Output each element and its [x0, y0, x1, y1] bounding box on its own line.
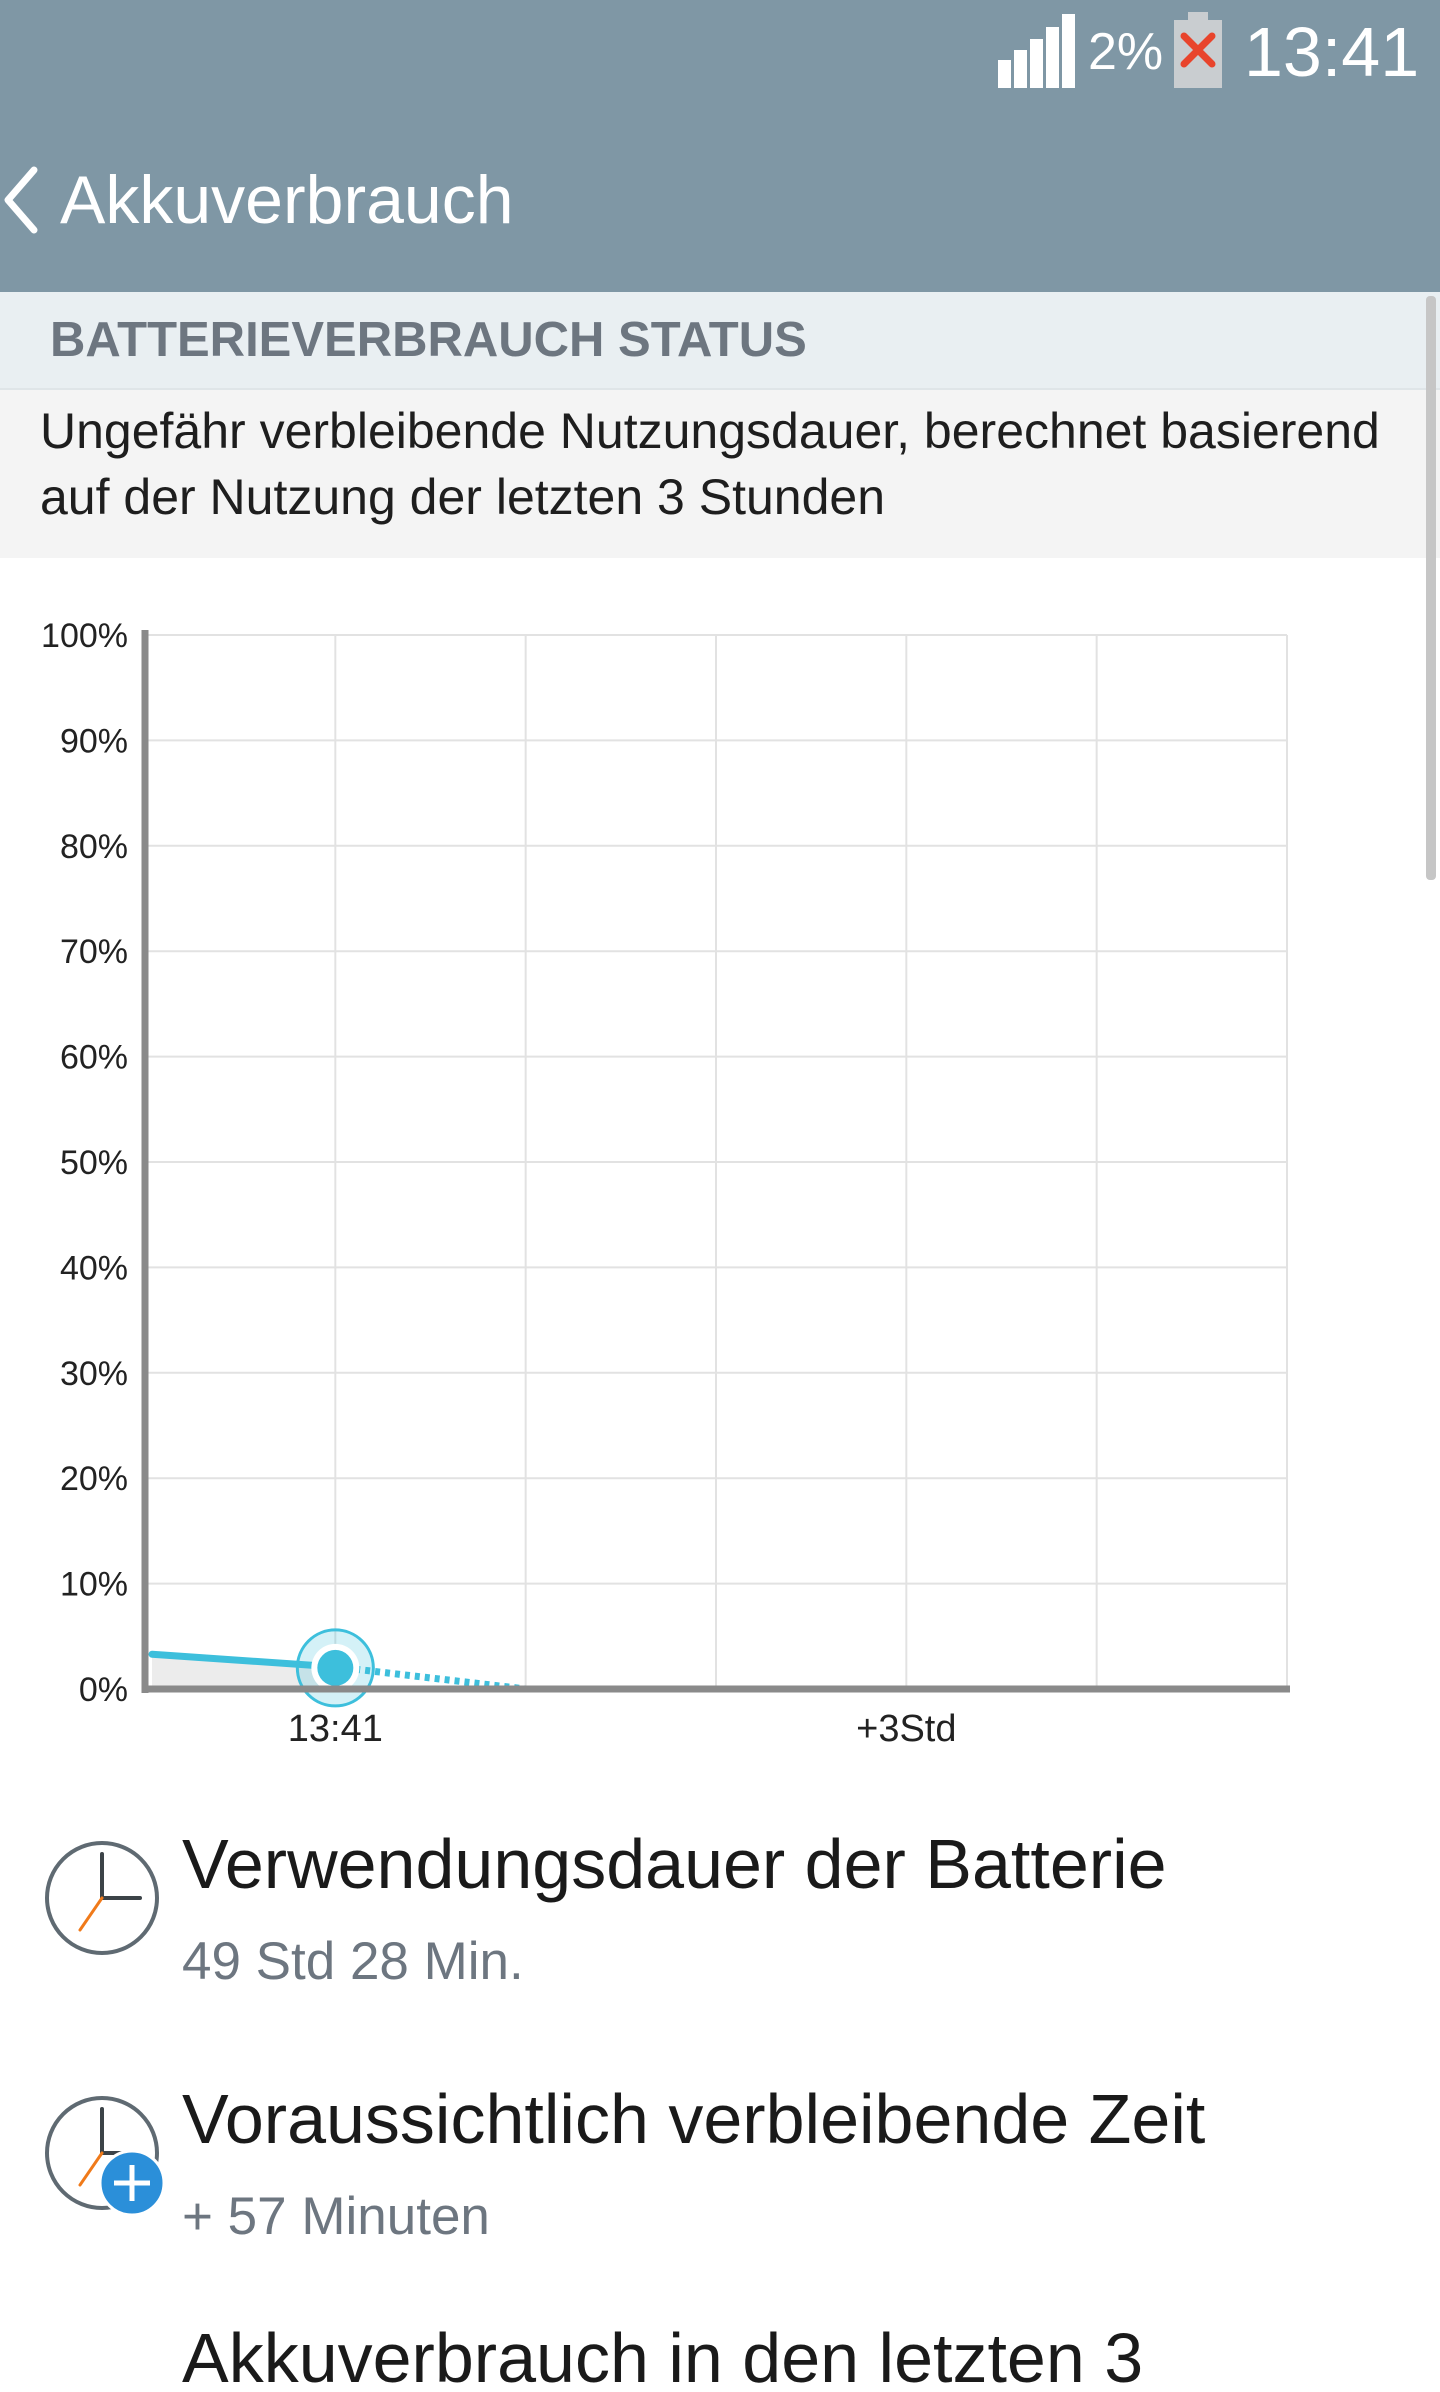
x-tick-label: +3Std [856, 1708, 956, 1750]
chevron-left-icon [4, 166, 38, 234]
y-tick-label: 30% [60, 1355, 128, 1393]
prediction-line [334, 1663, 527, 1693]
section-header: BATTERIEVERBRAUCH STATUS [0, 292, 1440, 390]
y-tick-label: 20% [60, 1460, 128, 1498]
scrollbar[interactable] [1426, 296, 1436, 880]
item-title: Akkuverbrauch in den letzten 3 [182, 2319, 1144, 2392]
header: 2% 13:41 Akkuverbrauch [0, 0, 1440, 292]
status-clock: 13:41 [1244, 13, 1420, 91]
list-item-usage-last-hours[interactable]: Akkuverbrauch in den letzten 3 [0, 2310, 1440, 2392]
history-line [148, 1650, 339, 1671]
y-tick-label: 50% [60, 1144, 128, 1182]
description-panel: Ungefähr verbleibende Nutzungsdauer, ber… [0, 390, 1440, 558]
battery-not-charging-icon [1174, 12, 1222, 88]
y-tick-label: 10% [60, 1566, 128, 1604]
screen-title: Akkuverbrauch [60, 162, 514, 238]
y-tick-label: 40% [60, 1249, 128, 1287]
status-bar: 2% 13:41 [0, 0, 1440, 104]
x-tick-label: 13:41 [288, 1708, 383, 1750]
description-text: Ungefähr verbleibende Nutzungsdauer, ber… [40, 403, 1380, 525]
item-value: + 57 Minuten [182, 2187, 490, 2246]
battery-percent: 2% [1088, 23, 1164, 81]
section-title: BATTERIEVERBRAUCH STATUS [50, 313, 807, 367]
back-button[interactable]: Akkuverbrauch [0, 140, 560, 260]
signal-bars-icon [998, 14, 1075, 88]
list-item-estimated-remaining-time[interactable]: Voraussichtlich verbleibende Zeit + 57 M… [0, 2055, 1440, 2275]
y-tick-label: 90% [60, 722, 128, 760]
item-value: 49 Std 28 Min. [182, 1932, 524, 1991]
y-tick-label: 100% [41, 617, 128, 655]
battery-chart: 100% 90% 80% 70% 60% 50% 40% 30% 20% 10% 0% 13:41 +3… [0, 558, 1440, 1772]
current-point [317, 1649, 354, 1686]
clock-icon [45, 1841, 159, 1955]
item-title: Verwendungsdauer der Batterie [182, 1825, 1167, 1903]
y-tick-label: 0% [79, 1671, 128, 1709]
list-item-battery-usage-time[interactable]: Verwendungsdauer der Batterie 49 Std 28 … [0, 1800, 1440, 2020]
y-tick-label: 80% [60, 828, 128, 866]
history-area [152, 1654, 336, 1689]
y-tick-label: 70% [60, 933, 128, 971]
clock-plus-icon [45, 2096, 166, 2217]
y-tick-label: 60% [60, 1039, 128, 1077]
battery-chart-svg: 100% 90% 80% 70% 60% 50% 40% 30% 20% 10% 0% 13:41 +3… [41, 617, 1290, 1750]
item-title: Voraussichtlich verbleibende Zeit [182, 2080, 1206, 2158]
action-bar: Akkuverbrauch [0, 104, 1440, 292]
